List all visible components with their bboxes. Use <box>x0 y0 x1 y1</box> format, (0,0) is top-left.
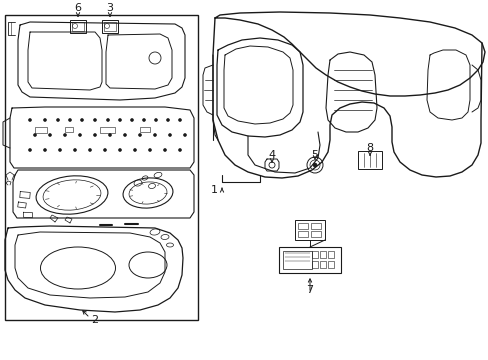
Circle shape <box>118 149 121 152</box>
Text: 6: 6 <box>74 3 81 13</box>
Circle shape <box>68 118 71 122</box>
Circle shape <box>28 149 31 152</box>
Circle shape <box>148 149 151 152</box>
Circle shape <box>166 118 169 122</box>
Text: 1: 1 <box>210 185 218 195</box>
Bar <box>319 251 325 258</box>
Text: 4: 4 <box>268 150 275 160</box>
Circle shape <box>43 118 46 122</box>
Circle shape <box>142 118 145 122</box>
Bar <box>319 261 325 268</box>
Circle shape <box>183 134 186 136</box>
Circle shape <box>34 134 37 136</box>
Circle shape <box>73 149 76 152</box>
Bar <box>102 19 118 32</box>
Circle shape <box>154 118 157 122</box>
Circle shape <box>178 149 181 152</box>
Bar <box>104 22 116 31</box>
Circle shape <box>48 134 51 136</box>
Bar <box>72 22 84 31</box>
Circle shape <box>81 118 83 122</box>
Text: 2: 2 <box>91 315 99 325</box>
Circle shape <box>163 149 166 152</box>
Bar <box>279 247 340 273</box>
Circle shape <box>63 134 66 136</box>
Bar <box>5 15 198 320</box>
Circle shape <box>28 118 31 122</box>
Circle shape <box>168 134 171 136</box>
Bar <box>357 151 381 169</box>
Bar <box>65 127 73 132</box>
Circle shape <box>138 134 141 136</box>
Bar <box>311 251 317 258</box>
Bar <box>283 251 311 269</box>
Bar <box>297 223 307 229</box>
Circle shape <box>153 134 156 136</box>
Circle shape <box>93 134 96 136</box>
Circle shape <box>57 118 60 122</box>
Circle shape <box>130 118 133 122</box>
Circle shape <box>79 134 81 136</box>
Circle shape <box>178 118 181 122</box>
Bar <box>294 220 325 240</box>
Bar <box>310 231 320 237</box>
Circle shape <box>123 134 126 136</box>
Circle shape <box>312 163 316 167</box>
Circle shape <box>93 118 96 122</box>
Circle shape <box>43 149 46 152</box>
Circle shape <box>88 149 91 152</box>
Bar <box>35 127 47 133</box>
Bar <box>297 231 307 237</box>
Circle shape <box>108 134 111 136</box>
Text: 7: 7 <box>306 285 313 295</box>
Bar <box>140 127 150 132</box>
Circle shape <box>106 118 109 122</box>
Text: 3: 3 <box>106 3 113 13</box>
Text: 5: 5 <box>311 150 318 160</box>
Bar <box>100 127 115 133</box>
Text: 8: 8 <box>366 143 373 153</box>
Circle shape <box>133 149 136 152</box>
Circle shape <box>103 149 106 152</box>
Bar <box>327 261 333 268</box>
Bar <box>327 251 333 258</box>
Bar <box>310 223 320 229</box>
Circle shape <box>59 149 61 152</box>
Bar <box>70 19 86 32</box>
Bar <box>311 261 317 268</box>
Circle shape <box>118 118 121 122</box>
